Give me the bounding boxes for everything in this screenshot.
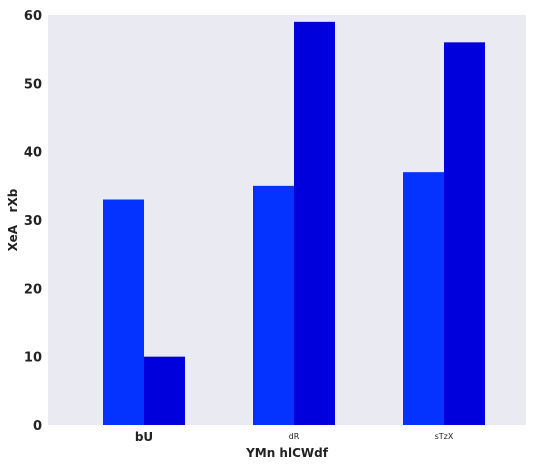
y-tick-label: 0	[33, 419, 42, 434]
bar-sTzX-series-2	[444, 42, 485, 425]
y-tick-label: 20	[24, 282, 42, 297]
x-axis-label: YMn hlCWdf	[245, 446, 329, 460]
x-tick-label: bU	[135, 430, 153, 444]
y-tick-label: 10	[24, 351, 42, 366]
x-ticks-group: bU dR sTzX	[135, 430, 454, 444]
bar-bU-series-2	[144, 356, 185, 425]
bars-group	[103, 21, 485, 425]
bar-sTzX-series-1	[403, 172, 444, 425]
y-tick-label: 60	[24, 9, 42, 24]
y-tick-label: 40	[24, 146, 42, 161]
y-axis-label: XeA rXb	[6, 188, 20, 251]
x-tick-label: sTzX	[435, 432, 454, 441]
x-tick-label: dR	[289, 432, 300, 441]
bar-dR-series-2	[294, 21, 335, 425]
y-tick-label: 30	[24, 214, 42, 229]
y-ticks-group: 0 10 20 30 40 50 60	[24, 9, 42, 434]
bar-dR-series-1	[253, 185, 294, 425]
y-tick-label: 50	[24, 77, 42, 92]
bar-bU-series-1	[103, 199, 144, 425]
